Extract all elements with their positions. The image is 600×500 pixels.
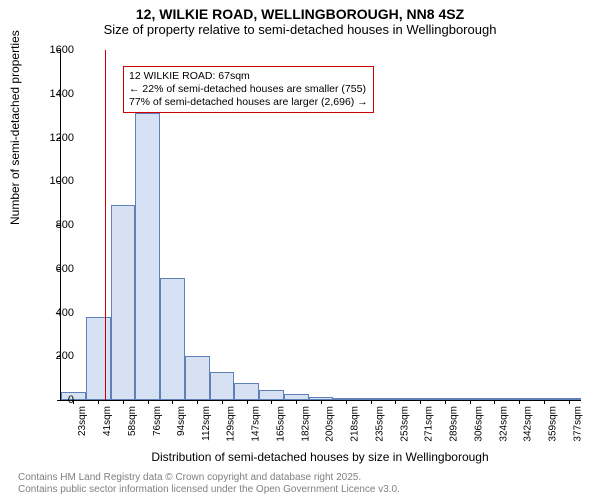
xtick-label: 58sqm bbox=[127, 406, 138, 436]
plot: 23sqm41sqm58sqm76sqm94sqm112sqm129sqm147… bbox=[60, 50, 581, 401]
xtick-mark bbox=[494, 400, 495, 404]
xtick-label: 41sqm bbox=[102, 406, 113, 436]
histogram-bar bbox=[210, 372, 235, 400]
ytick-mark bbox=[57, 400, 61, 401]
annotation-line: 77% of semi-detached houses are larger (… bbox=[129, 96, 368, 109]
xtick-label: 359sqm bbox=[548, 406, 559, 442]
xtick-mark bbox=[395, 400, 396, 404]
xtick-mark bbox=[148, 400, 149, 404]
ytick-label: 1000 bbox=[50, 175, 74, 187]
xtick-label: 165sqm bbox=[275, 406, 286, 442]
xtick-label: 23sqm bbox=[77, 406, 88, 436]
xtick-mark bbox=[197, 400, 198, 404]
histogram-bar bbox=[185, 356, 210, 400]
ytick-label: 400 bbox=[56, 307, 74, 319]
footer-line-2: Contains public sector information licen… bbox=[18, 484, 400, 496]
xtick-label: 129sqm bbox=[226, 406, 237, 442]
xtick-label: 76sqm bbox=[152, 406, 163, 436]
ytick-label: 1200 bbox=[50, 132, 74, 144]
annotation-box: 12 WILKIE ROAD: 67sqm← 22% of semi-detac… bbox=[123, 66, 374, 113]
xtick-label: 289sqm bbox=[449, 406, 460, 442]
histogram-bar bbox=[160, 278, 185, 401]
xtick-label: 253sqm bbox=[399, 406, 410, 442]
ytick-label: 200 bbox=[56, 350, 74, 362]
xtick-mark bbox=[544, 400, 545, 404]
xtick-mark bbox=[321, 400, 322, 404]
xtick-label: 271sqm bbox=[424, 406, 435, 442]
histogram-bar bbox=[259, 390, 284, 400]
histogram-bar bbox=[111, 205, 136, 400]
xtick-label: 306sqm bbox=[474, 406, 485, 442]
chart-container: 12, WILKIE ROAD, WELLINGBOROUGH, NN8 4SZ… bbox=[0, 0, 600, 500]
xtick-mark bbox=[123, 400, 124, 404]
histogram-bar bbox=[234, 383, 259, 401]
xtick-label: 218sqm bbox=[350, 406, 361, 442]
xtick-mark bbox=[445, 400, 446, 404]
footer: Contains HM Land Registry data © Crown c… bbox=[18, 472, 400, 496]
xtick-mark bbox=[519, 400, 520, 404]
reference-line bbox=[105, 50, 106, 400]
xtick-label: 200sqm bbox=[325, 406, 336, 442]
xtick-mark bbox=[247, 400, 248, 404]
xtick-label: 112sqm bbox=[201, 406, 212, 441]
chart-title: 12, WILKIE ROAD, WELLINGBOROUGH, NN8 4SZ bbox=[0, 0, 600, 22]
histogram-bar bbox=[135, 113, 160, 400]
xtick-label: 94sqm bbox=[176, 406, 187, 436]
xtick-label: 324sqm bbox=[498, 406, 509, 442]
chart-subtitle: Size of property relative to semi-detach… bbox=[0, 22, 600, 37]
xtick-mark bbox=[271, 400, 272, 404]
xtick-mark bbox=[98, 400, 99, 404]
xtick-label: 182sqm bbox=[300, 406, 311, 442]
xtick-mark bbox=[346, 400, 347, 404]
xtick-label: 377sqm bbox=[573, 406, 584, 442]
xtick-mark bbox=[371, 400, 372, 404]
xtick-mark bbox=[470, 400, 471, 404]
xtick-mark bbox=[296, 400, 297, 404]
xtick-mark bbox=[222, 400, 223, 404]
xtick-mark bbox=[569, 400, 570, 404]
ytick-label: 1400 bbox=[50, 88, 74, 100]
chart-area: 23sqm41sqm58sqm76sqm94sqm112sqm129sqm147… bbox=[60, 50, 580, 400]
xtick-label: 147sqm bbox=[251, 406, 262, 442]
y-axis-label: Number of semi-detached properties bbox=[8, 30, 22, 225]
xtick-mark bbox=[420, 400, 421, 404]
histogram-bar bbox=[86, 317, 111, 400]
ytick-label: 0 bbox=[68, 394, 74, 406]
x-axis-label: Distribution of semi-detached houses by … bbox=[60, 450, 580, 464]
footer-line-1: Contains HM Land Registry data © Crown c… bbox=[18, 472, 400, 484]
xtick-mark bbox=[172, 400, 173, 404]
annotation-line: 12 WILKIE ROAD: 67sqm bbox=[129, 70, 368, 83]
ytick-label: 600 bbox=[56, 263, 74, 275]
ytick-label: 800 bbox=[56, 219, 74, 231]
ytick-label: 1600 bbox=[50, 44, 74, 56]
xtick-label: 342sqm bbox=[523, 406, 534, 442]
xtick-label: 235sqm bbox=[375, 406, 386, 442]
annotation-line: ← 22% of semi-detached houses are smalle… bbox=[129, 83, 368, 96]
